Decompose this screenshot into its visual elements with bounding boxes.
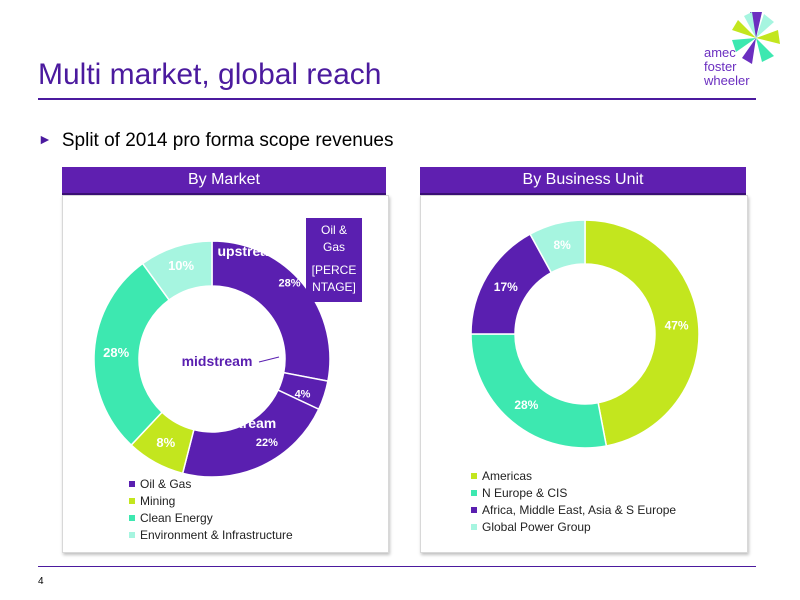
donut-chart-business-unit: 47% 28% 17% 8% <box>470 219 700 449</box>
callout-text-2: Gas <box>323 240 345 254</box>
legend-swatch <box>471 507 477 513</box>
slice-americas <box>584 219 700 447</box>
slice-global-power-group <box>529 219 586 274</box>
legend-swatch <box>471 490 477 496</box>
legend-swatch <box>129 481 135 487</box>
callout-text-3: [PERCE <box>312 263 357 277</box>
legend-market: Oil & Gas Mining Clean Energy Environment &… <box>129 476 293 544</box>
bullet-point: ► Split of 2014 pro forma scope revenues <box>38 130 394 152</box>
data-label-midstream: 4% <box>295 389 311 401</box>
midstream-leader-line <box>258 356 280 363</box>
footer-divider <box>38 566 756 567</box>
legend-swatch <box>471 473 477 479</box>
legend-item-environment-infrastructure: Environment & Infrastructure <box>129 527 293 544</box>
slice-n-europe-cis <box>470 333 608 449</box>
logo-wordmark: amec foster wheeler <box>704 46 750 88</box>
legend-label: Environment & Infrastructure <box>140 528 293 542</box>
legend-label: Global Power Group <box>482 520 591 534</box>
data-label-global-power-group: 8% <box>553 238 571 252</box>
segment-name-midstream: midstream <box>182 353 253 369</box>
banner-by-market: By Market <box>62 167 386 193</box>
oil-gas-callout-box <box>306 218 362 302</box>
legend-swatch <box>129 532 135 538</box>
legend-swatch <box>129 498 135 504</box>
chart-panel-business-unit: 47% 28% 17% 8% Americas N Europe & CIS Africa… <box>420 195 748 553</box>
legend-label: Clean Energy <box>140 511 213 525</box>
legend-label: N Europe & CIS <box>482 486 568 500</box>
callout-text-1: Oil & <box>321 223 347 237</box>
data-label-mining: 8% <box>156 435 175 450</box>
data-label-n-europe-cis: 28% <box>514 398 538 412</box>
slice-downstream <box>181 389 320 478</box>
legend-item-oil-gas: Oil & Gas <box>129 476 293 493</box>
chart-panel-market: 28% 4% 22% 8% 28% 10% upstream midstream downstr… <box>62 195 389 553</box>
segment-name-downstream: downstream <box>194 415 276 431</box>
company-logo-icon <box>732 12 780 64</box>
legend-swatch <box>471 524 477 530</box>
slice-environment-infrastructure <box>141 240 213 301</box>
data-label-africa-middle-east-asia-s-europe: 17% <box>494 280 518 294</box>
data-label-downstream: 22% <box>256 437 278 449</box>
slide-title: Multi market, global reach <box>38 58 382 91</box>
data-label-environment-infrastructure: 10% <box>168 258 194 273</box>
title-divider <box>38 98 756 100</box>
data-label-americas: 47% <box>665 318 689 332</box>
legend-label: Africa, Middle East, Asia & S Europe <box>482 503 677 517</box>
legend-item-global-power-group: Global Power Group <box>471 519 676 536</box>
callout-text-4: NTAGE] <box>312 280 356 294</box>
legend-label: Mining <box>140 494 176 508</box>
legend-item-africa-middle-east-asia-s-europe: Africa, Middle East, Asia & S Europe <box>471 502 676 519</box>
legend-label: Americas <box>482 469 533 483</box>
triangle-bullet-icon: ► <box>38 131 52 147</box>
data-label-clean-energy: 28% <box>103 345 129 360</box>
page-number: 4 <box>38 576 44 587</box>
banner-by-business-unit: By Business Unit <box>420 167 746 193</box>
legend-label: Oil & Gas <box>140 477 192 491</box>
segment-name-upstream: upstream <box>217 243 280 259</box>
legend-item-mining: Mining <box>129 493 293 510</box>
legend-item-clean-energy: Clean Energy <box>129 510 293 527</box>
legend-swatch <box>129 515 135 521</box>
legend-item-americas: Americas <box>471 468 676 485</box>
legend-business-unit: Americas N Europe & CIS Africa, Middle Eas… <box>471 468 676 536</box>
logo-line-2: foster <box>704 59 737 74</box>
data-label-upstream: 28% <box>278 278 300 290</box>
donut-chart-market: 28% 4% 22% 8% 28% 10% upstream midstream downstr… <box>93 218 362 478</box>
logo-line-1: amec <box>704 45 736 60</box>
logo-line-3: wheeler <box>704 73 750 88</box>
legend-item-n-europe-cis: N Europe & CIS <box>471 485 676 502</box>
bullet-text: Split of 2014 pro forma scope revenues <box>61 130 394 151</box>
